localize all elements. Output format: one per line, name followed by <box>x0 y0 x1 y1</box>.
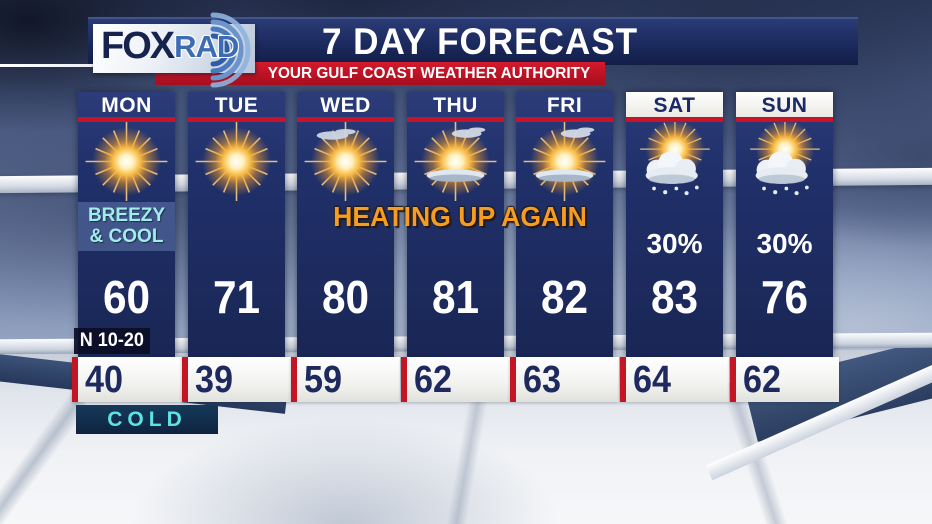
high-temp: 80 <box>321 271 370 323</box>
day-underline <box>78 117 175 122</box>
forecast-column-fri: FRI 82 63 <box>510 92 619 402</box>
sun-cloud-showers-icon <box>628 120 721 202</box>
low-accent-bar <box>510 357 516 402</box>
forecast-column-mon: MON BREEZY & COOL 60 N 10-20 40 COLD <box>72 92 218 434</box>
day-label: FRI <box>546 94 583 117</box>
low-temp-box: 59 <box>291 357 400 402</box>
forecast-column-wed: WED 80 59 <box>291 92 400 402</box>
day-underline <box>188 117 285 122</box>
tagline-text: YOUR GULF COAST WEATHER AUTHORITY <box>267 64 591 82</box>
low-accent-bar <box>730 357 736 402</box>
low-accent-bar <box>620 357 626 402</box>
heating-note: HEATING UP AGAIN <box>333 201 587 232</box>
high-temp: 71 <box>212 271 261 323</box>
sun-icon <box>80 120 173 202</box>
cold-note: COLD <box>76 405 218 434</box>
low-temp-box: 62 <box>730 357 839 402</box>
logo-fox-text: FOX <box>101 25 175 67</box>
high-temp: 76 <box>760 271 809 323</box>
day-underline <box>297 117 394 122</box>
sun-icon <box>190 120 283 202</box>
low-temp: 62 <box>743 358 782 401</box>
condition-note: BREEZY & COOL <box>78 202 175 251</box>
day-label: MON <box>101 94 152 117</box>
high-temp: 60 <box>102 271 151 323</box>
low-temp: 39 <box>195 358 234 401</box>
low-accent-bar <box>291 357 297 402</box>
low-temp: 59 <box>304 358 343 401</box>
logo-rad-text: RAD <box>174 28 239 64</box>
low-accent-bar <box>72 357 78 402</box>
station-logo: FOX RAD <box>101 25 239 67</box>
forecast-column-tue: TUE 71 39 <box>182 92 291 402</box>
day-underline <box>626 117 723 122</box>
forecast-column-thu: THU 81 62 <box>401 92 510 402</box>
sun-clouds-icon <box>409 120 502 202</box>
day-underline <box>516 117 613 122</box>
forecast-column-sun: SUN 30% 76 62 <box>730 92 839 402</box>
low-temp: 64 <box>633 358 672 401</box>
radar-waves-icon <box>210 12 251 88</box>
day-underline <box>407 117 504 122</box>
day-label: SAT <box>626 92 723 117</box>
high-temp: 82 <box>540 271 589 323</box>
precip-chance: 30% <box>646 228 703 259</box>
precip-chance: 30% <box>756 228 813 259</box>
low-temp: 40 <box>85 358 124 401</box>
low-temp-box: 39 <box>182 357 291 402</box>
low-accent-bar <box>182 357 188 402</box>
day-underline <box>736 117 833 122</box>
header-divider-line <box>0 64 160 67</box>
wind-note: N 10-20 <box>74 328 150 354</box>
low-temp-box: 62 <box>401 357 510 402</box>
forecast-column-sat: SAT 30% 83 64 <box>620 92 729 402</box>
low-temp: 62 <box>414 358 453 401</box>
tagline-banner: YOUR GULF COAST WEATHER AUTHORITY <box>155 62 605 85</box>
low-temp: 63 <box>523 358 562 401</box>
sun-clouds-icon <box>518 120 611 202</box>
sun-cloud-showers-icon <box>738 120 831 202</box>
day-label: THU <box>433 94 478 117</box>
day-label: WED <box>320 94 371 117</box>
day-label: TUE <box>214 94 259 117</box>
high-temp: 81 <box>431 271 480 323</box>
low-accent-bar <box>401 357 407 402</box>
day-label: SUN <box>736 92 833 117</box>
high-temp: 83 <box>650 271 699 323</box>
low-temp-box: 63 <box>510 357 619 402</box>
page-title: 7 DAY FORECAST <box>321 21 639 62</box>
low-temp-box: 64 <box>620 357 729 402</box>
sun-small-cloud-icon <box>299 120 392 202</box>
